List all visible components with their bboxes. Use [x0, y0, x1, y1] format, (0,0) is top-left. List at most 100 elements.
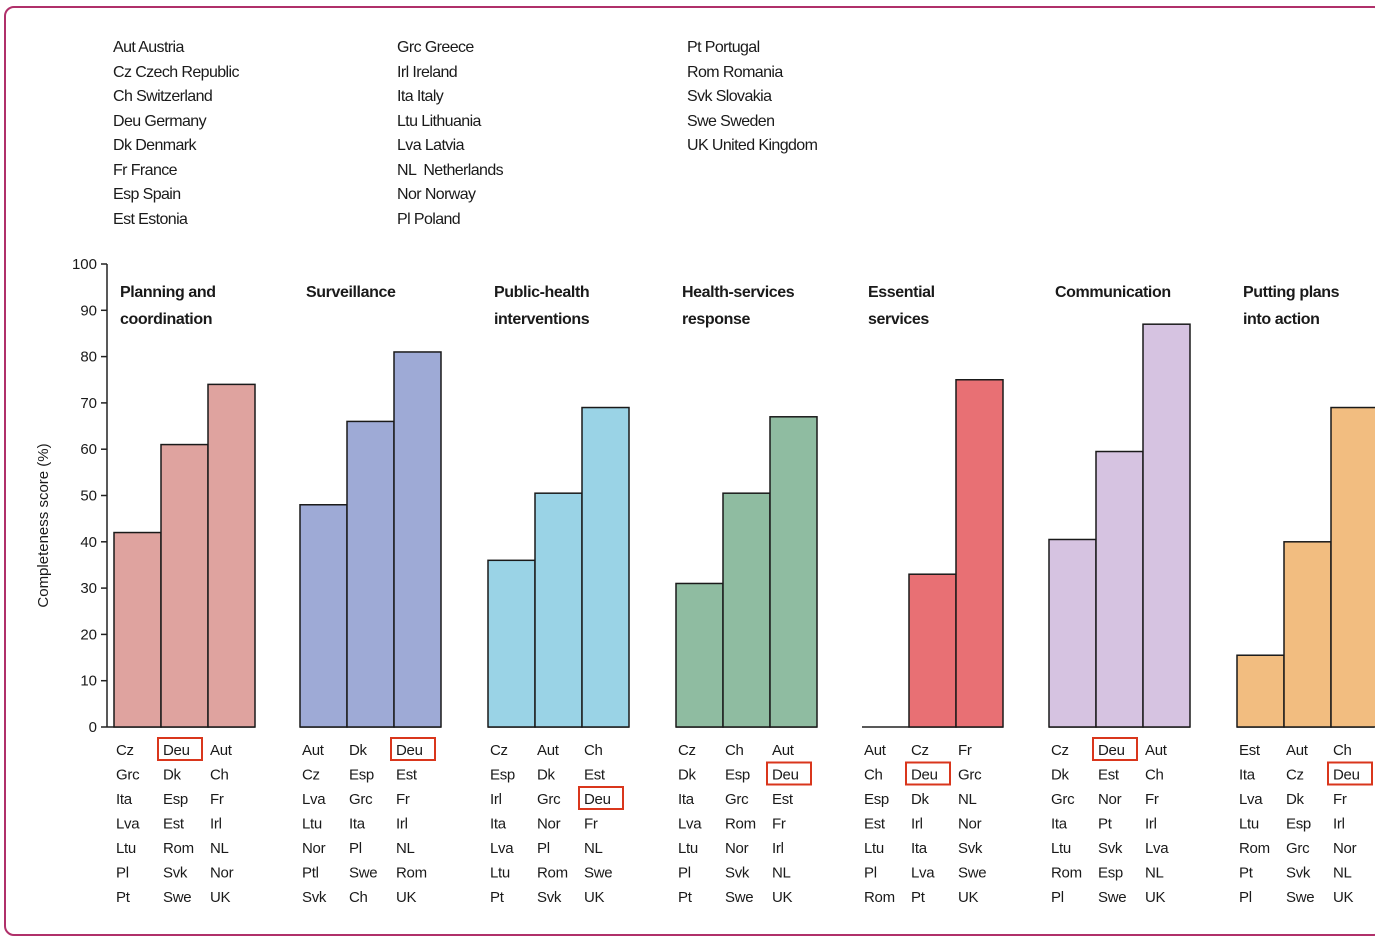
legend-entry: Ita Italy	[397, 88, 444, 105]
bar	[393, 351, 442, 728]
country-label: Rom	[396, 865, 427, 882]
bar	[346, 420, 395, 728]
country-label: Ltu	[864, 840, 884, 857]
country-label: Nor	[1333, 840, 1357, 857]
country-label: Rom	[864, 889, 895, 906]
country-label: Ch	[725, 742, 744, 759]
group-title: Communication	[1055, 284, 1171, 301]
country-label: Svk	[1098, 840, 1123, 857]
bar	[299, 504, 348, 728]
country-label: NL	[958, 791, 977, 808]
country-label: Fr	[1145, 791, 1159, 808]
country-label: Grc	[537, 791, 561, 808]
bar	[955, 379, 1004, 728]
country-label: Ch	[1145, 767, 1164, 784]
country-label: Grc	[349, 791, 373, 808]
country-label: Esp	[1098, 865, 1123, 882]
country-label: Esp	[1286, 816, 1311, 833]
country-label: Dk	[911, 791, 930, 808]
country-label: Rom	[1239, 840, 1270, 857]
country-label: Ch	[349, 889, 368, 906]
country-label: Svk	[958, 840, 983, 857]
country-label: Ch	[210, 767, 229, 784]
country-label: Irl	[490, 791, 502, 808]
country-label: Fr	[772, 816, 786, 833]
country-label: Rom	[725, 816, 756, 833]
group-title: response	[682, 311, 750, 328]
country-label: Irl	[210, 816, 222, 833]
y-tick-label: 90	[80, 302, 97, 319]
country-label: Pt	[1239, 865, 1254, 882]
country-label: Deu	[911, 767, 938, 784]
country-label: Swe	[1286, 889, 1314, 906]
y-tick-label: 70	[80, 395, 97, 412]
country-label: Swe	[349, 865, 377, 882]
country-label: Lva	[911, 865, 935, 882]
country-label: Pl	[864, 865, 877, 882]
country-label: Nor	[302, 840, 326, 857]
country-label: Nor	[725, 840, 749, 857]
y-tick-label: 60	[80, 441, 97, 458]
country-label: Fr	[210, 791, 224, 808]
country-label: Irl	[1333, 816, 1345, 833]
group-title: Putting plans	[1243, 284, 1340, 301]
country-label: Ltu	[116, 840, 136, 857]
bar	[534, 492, 583, 728]
country-label: UK	[1145, 889, 1166, 906]
country-label: NL	[772, 865, 791, 882]
country-label: Ltu	[678, 840, 698, 857]
country-label: Cz	[116, 742, 134, 759]
group-title: Essential	[868, 284, 935, 301]
country-label: Ltu	[302, 816, 322, 833]
group-title: into action	[1243, 311, 1319, 328]
country-label: Svk	[537, 889, 562, 906]
country-label: Aut	[1286, 742, 1309, 759]
legend-column-3: Pt Portugal Rom Romania Svk Slovakia Swe…	[687, 36, 818, 159]
country-label: Fr	[958, 742, 972, 759]
country-label: Dk	[1286, 791, 1305, 808]
country-label: Ita	[349, 816, 366, 833]
y-tick-label: 100	[72, 256, 97, 273]
country-label: Ita	[911, 840, 928, 857]
country-label: Irl	[911, 816, 923, 833]
legend-column-2: Grc Greece Irl Ireland Ita Italy Ltu Lit…	[397, 36, 504, 232]
country-label: Cz	[911, 742, 929, 759]
country-label: Ita	[116, 791, 133, 808]
highlight-box	[766, 761, 812, 786]
country-label: Fr	[396, 791, 410, 808]
legend-entry: Svk Slovakia	[687, 88, 772, 105]
legend-entry: Irl Ireland	[397, 63, 458, 81]
bar	[160, 443, 209, 728]
legend-entry: NL Netherlands	[397, 161, 504, 179]
bar	[1048, 538, 1097, 728]
country-label: Grc	[116, 767, 140, 784]
country-label: Lva	[1145, 840, 1169, 857]
country-label: Deu	[163, 742, 190, 759]
country-label: UK	[772, 889, 793, 906]
highlight-box	[1327, 761, 1373, 786]
country-label: Ltu	[1239, 816, 1259, 833]
country-label: Est	[1239, 742, 1261, 759]
country-label: Lva	[490, 840, 514, 857]
country-label: Deu	[1098, 742, 1125, 759]
country-label: Dk	[349, 742, 368, 759]
country-label: Cz	[1051, 742, 1069, 759]
bar	[487, 559, 536, 728]
legend-entry: Nor Norway	[397, 186, 476, 203]
country-label: Dk	[678, 767, 697, 784]
country-label: Pl	[116, 865, 129, 882]
bar	[1283, 541, 1332, 728]
country-label: Grc	[958, 767, 982, 784]
country-label: Svk	[302, 889, 327, 906]
country-label: Rom	[537, 865, 568, 882]
bar	[207, 383, 256, 728]
bar	[1236, 654, 1285, 728]
legend-entry: Ltu Lithuania	[397, 112, 481, 130]
country-label: Aut	[1145, 742, 1168, 759]
legend-entry: Est Estonia	[113, 210, 188, 228]
bar	[1330, 406, 1375, 728]
country-label: NL	[210, 840, 229, 857]
y-tick-label: 10	[80, 673, 97, 690]
legend-entry: Fr France	[113, 161, 178, 179]
country-label: Lva	[116, 816, 140, 833]
